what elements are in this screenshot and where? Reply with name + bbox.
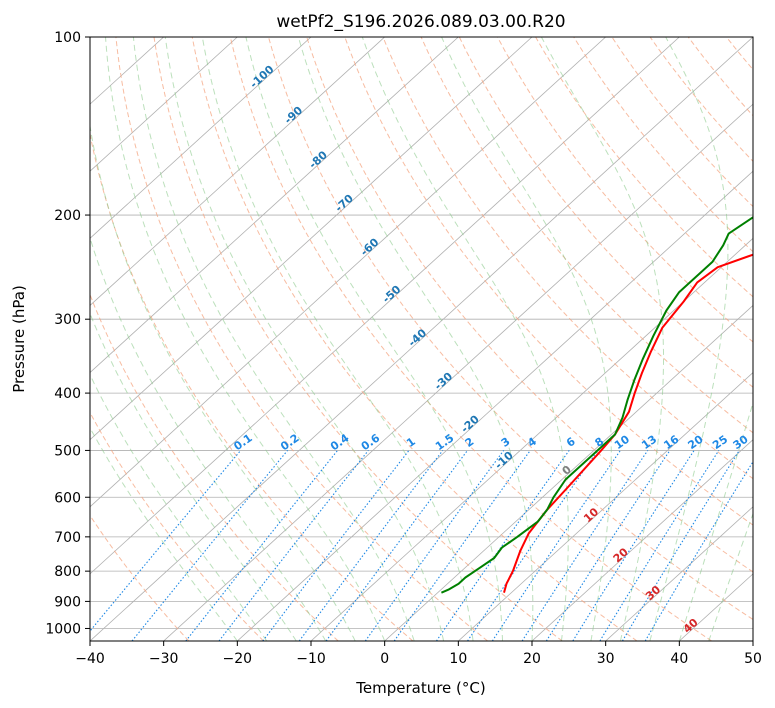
isotherm-line: [531, 439, 753, 641]
isotherm-line: [90, 37, 680, 575]
mixing-ratio-line: [298, 450, 444, 641]
y-tick-label: 300: [54, 312, 81, 328]
mixing-ratio-line: [599, 450, 720, 641]
moist-adiabat-line: [90, 123, 356, 641]
mixing-ratio-line: [572, 450, 695, 641]
dry-adiabat-line: [458, 37, 753, 388]
isotherm-line: [458, 372, 753, 641]
mixing-ratio-line: [90, 450, 242, 632]
mixing-ratio-label: 36: [751, 432, 771, 452]
dry-adiabat-line: [268, 37, 753, 621]
x-axis-label: Temperature (°C): [355, 679, 485, 697]
moist-adiabat-line: [649, 37, 729, 641]
isotherm-line: [90, 37, 238, 172]
pressure-grid-layer: [90, 37, 753, 629]
y-tick-label: 700: [54, 530, 81, 546]
mixing-ratio-line: [521, 450, 649, 641]
dry-adiabat-line: [90, 131, 414, 641]
chart-title: wetPf2_S196.2026.089.03.00.R20: [276, 12, 565, 32]
dry-adiabat-line: [382, 37, 753, 480]
dry-adiabat-line: [191, 37, 638, 641]
mixing-ratio-line: [325, 450, 468, 641]
isotherm-line: [752, 640, 753, 641]
mixing-ratio-layer: [90, 450, 753, 641]
moist-adiabat-line: [90, 426, 238, 641]
dewpoint-profile-line: [441, 216, 753, 594]
y-tick-label: 500: [54, 443, 81, 459]
isotherm-line: [90, 37, 606, 508]
moist-adiabat-layer: [90, 37, 753, 641]
mixing-ratio-line: [435, 450, 570, 641]
dry-adiabat-line: [115, 37, 488, 641]
isotherm-line: [90, 37, 459, 374]
x-tick-label: 30: [597, 651, 615, 667]
moist-adiabat-line: [90, 312, 297, 641]
moist-adiabat-line: [245, 37, 503, 641]
mixing-ratio-line: [262, 450, 410, 641]
moist-adiabat-line: [297, 37, 534, 641]
plot-frame: [89, 36, 754, 642]
dry-adiabat-line: [649, 37, 753, 163]
y-tick-label: 100: [54, 30, 81, 46]
dry-adiabat-line: [765, 37, 775, 641]
x-tick-label: 0: [380, 651, 389, 667]
moist-adiabat-line: [441, 37, 612, 641]
moist-adiabat-line: [90, 373, 268, 641]
mixing-ratio-line: [545, 450, 671, 641]
isotherm-line: [384, 304, 753, 641]
dry-adiabat-line: [420, 37, 753, 434]
moist-adiabat-line: [164, 37, 445, 641]
moist-adiabat-line: [708, 512, 753, 641]
dry-adiabat-layer: [90, 37, 775, 641]
isotherm-line: [237, 170, 753, 641]
dry-adiabat-line: [496, 37, 753, 343]
moist-adiabat-line: [361, 37, 569, 641]
mixing-ratio-line: [621, 450, 740, 641]
isotherm-line: [90, 37, 753, 641]
moist-adiabat-line: [540, 37, 664, 641]
moist-adiabat-line: [132, 37, 415, 641]
y-axis-label: Pressure (hPa): [10, 285, 28, 393]
moist-adiabat-line: [201, 37, 474, 641]
dry-adiabat-line: [90, 514, 190, 641]
x-tick-label: 20: [523, 651, 541, 667]
isotherm-line: [90, 37, 385, 306]
y-tick-label: 900: [54, 594, 81, 610]
x-tick-label: −30: [149, 651, 179, 667]
dry-adiabat-line: [344, 37, 753, 526]
moist-adiabat-line: [90, 236, 327, 641]
y-tick-label: 800: [54, 564, 81, 580]
y-tick-label: 600: [54, 490, 81, 506]
isotherm-line: [90, 37, 312, 239]
dry-adiabat-line: [535, 37, 753, 298]
isotherm-line: [163, 103, 753, 641]
mixing-ratio-line: [131, 450, 289, 641]
y-tick-label: 200: [54, 208, 81, 224]
dry-adiabat-line: [229, 37, 712, 641]
moist-adiabat-line: [105, 37, 386, 641]
isotherm-line: [90, 37, 533, 441]
x-tick-label: −40: [75, 651, 105, 667]
y-tick-label: 400: [54, 386, 81, 402]
x-tick-label: −20: [223, 651, 253, 667]
y-tick-label: 1000: [45, 621, 81, 637]
moist-adiabat-line: [678, 401, 753, 641]
dry-adiabat-line: [306, 37, 753, 573]
mixing-ratio-line: [393, 450, 531, 641]
x-tick-label: −10: [296, 651, 326, 667]
axis-tick-layer: −40 −30 −20 −10 0 10 20 30 40 50 100 200 300 400 500 60…: [45, 30, 762, 667]
x-tick-label: 40: [670, 651, 688, 667]
isotherm-line: [605, 506, 753, 641]
dry-adiabat-line: [90, 293, 339, 641]
series-layer: [441, 216, 753, 594]
x-tick-label: 50: [744, 651, 762, 667]
x-tick-label: 10: [449, 651, 467, 667]
mixing-ratio-line: [364, 450, 505, 641]
